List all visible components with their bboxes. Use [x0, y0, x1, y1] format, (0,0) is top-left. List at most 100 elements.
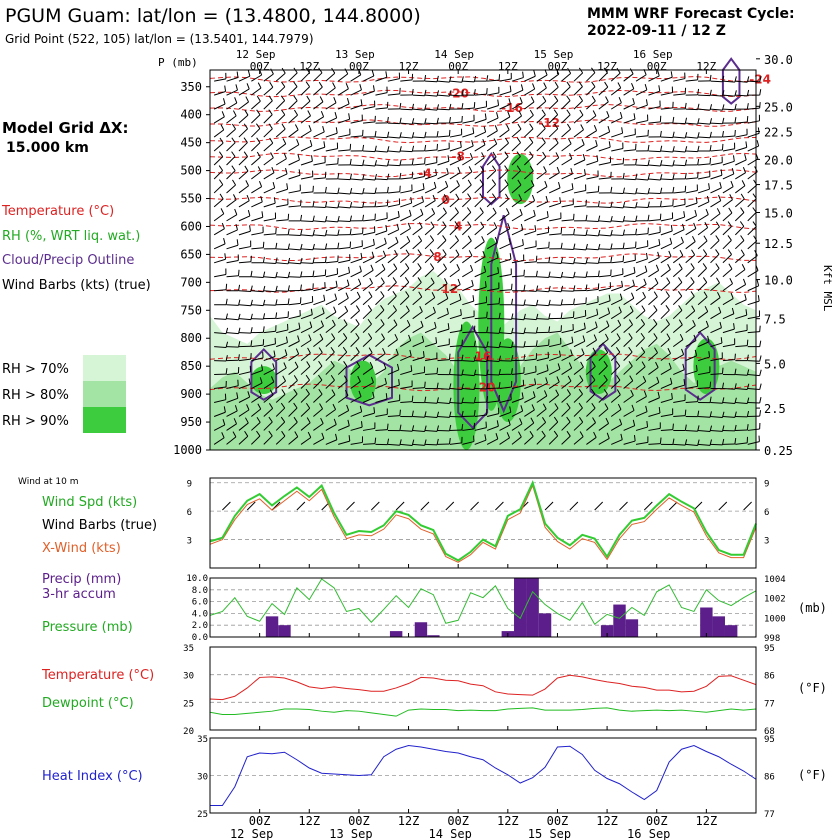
wind-barb-feather: [759, 396, 762, 404]
wind-barb: [288, 154, 300, 166]
wind-barb-staff: [474, 157, 485, 166]
rh80-area: [210, 332, 756, 450]
wind-barb: [747, 422, 761, 431]
wind-barb-staff: [573, 100, 583, 110]
wind-barb: [598, 201, 613, 209]
wind-barb-feather: [541, 123, 546, 129]
wind-barb-staff: [623, 337, 633, 347]
wind-barb-feather: [270, 376, 275, 383]
wind-barb-staff: [362, 397, 375, 403]
wind-barb-feather: [580, 124, 584, 131]
wind-barb-staff: [673, 93, 686, 96]
wind-barb-feather: [556, 166, 560, 173]
wind-barb-feather: [654, 347, 658, 354]
wind-barb: [263, 137, 274, 152]
cloud-precip-outline: [345, 353, 393, 407]
wind-barb-staff: [338, 192, 351, 195]
wind-barb-staff: [697, 176, 710, 180]
wind-barb-feather: [505, 124, 510, 131]
wind-barb-feather: [721, 104, 725, 111]
wind-barb-feather: [358, 390, 362, 397]
height-tick-label: 5.0: [764, 357, 786, 371]
wind-barb: [412, 104, 427, 111]
wind-barb: [499, 381, 513, 390]
wind-barb-staff: [598, 101, 609, 110]
wind-barb-feather: [582, 335, 586, 342]
wind-barb-staff: [214, 318, 227, 320]
wind-barb-staff: [251, 369, 263, 376]
wind-barb: [573, 402, 583, 417]
wind-barb: [598, 333, 609, 348]
wind-barb: [598, 347, 609, 361]
wind-barb-staff: [251, 201, 263, 208]
wind-barb: [437, 103, 452, 111]
wind-barb: [635, 252, 648, 264]
wind-barb: [698, 104, 713, 111]
wind-barb-feather: [585, 271, 588, 278]
wind-barb-staff: [673, 136, 686, 139]
wind-barb-staff: [735, 159, 747, 166]
wind-barb-feather: [222, 98, 226, 105]
wind-barb: [387, 102, 402, 110]
wind-barb-staff: [449, 159, 461, 166]
wind-barb-feather: [262, 241, 265, 248]
wind-barb-staff: [474, 346, 487, 348]
wind-barb: [425, 425, 440, 432]
wind-barb-feather: [682, 223, 685, 230]
wind-barb: [263, 242, 278, 250]
wind-barb-staff: [288, 248, 301, 251]
wind-barb-staff: [586, 72, 596, 82]
wind-barb: [375, 224, 388, 236]
wind-barb-staff: [275, 394, 286, 403]
wind-barb: [735, 397, 750, 404]
wind-barb-staff: [300, 366, 311, 375]
wind-barb: [400, 380, 413, 390]
wind-barb-staff: [337, 297, 349, 306]
wind-barb-feather: [399, 409, 401, 416]
wind-barb: [610, 346, 621, 361]
wind-barb: [623, 113, 636, 124]
wind-barb: [238, 327, 253, 334]
wind-barb-staff: [648, 90, 660, 96]
wind-barb-feather: [386, 116, 389, 123]
wind-barb-staff: [425, 415, 438, 419]
wind-barb-feather: [497, 267, 500, 274]
wind-barb-staff: [263, 172, 275, 180]
wind-barb-feather: [320, 111, 325, 117]
wind-barb: [698, 439, 713, 446]
wind-barb: [735, 436, 748, 445]
wind-barb-feather: [733, 323, 735, 330]
wind-barb-staff: [623, 395, 634, 403]
wind-barb: [623, 83, 635, 96]
wind-barb-feather: [741, 180, 746, 186]
wind-barb: [350, 159, 365, 167]
wind-barb: [685, 305, 696, 320]
wind-barb-feather: [349, 158, 352, 165]
wind-barb: [648, 85, 661, 96]
wind-barb-feather: [250, 255, 252, 262]
wind-barb-feather: [653, 291, 658, 297]
wind-barb: [275, 402, 286, 417]
wind-barb: [424, 277, 435, 292]
wind-barb: [611, 111, 623, 124]
wind-barb: [598, 156, 612, 166]
wind-barb-staff: [238, 200, 250, 208]
wind-barb: [350, 375, 361, 389]
wind-barb: [623, 419, 636, 431]
wind-barb: [387, 305, 397, 320]
wind-barb-staff: [685, 79, 698, 82]
wind-barb: [251, 403, 262, 417]
wind-barb-staff: [499, 129, 510, 138]
wind-barb-feather: [631, 83, 635, 89]
wind-barb-staff: [338, 134, 351, 138]
rh90-cell: [453, 321, 480, 450]
wind-barb-staff: [437, 313, 449, 320]
wind-barb: [300, 257, 315, 264]
wind-barb: [325, 403, 337, 417]
wind-barb-feather: [225, 368, 228, 375]
wind-barb: [462, 279, 474, 292]
wind-barb: [437, 142, 450, 152]
wind-barb-feather: [381, 263, 386, 270]
wind-barb: [511, 165, 521, 180]
wind-barb-staff: [251, 100, 261, 110]
